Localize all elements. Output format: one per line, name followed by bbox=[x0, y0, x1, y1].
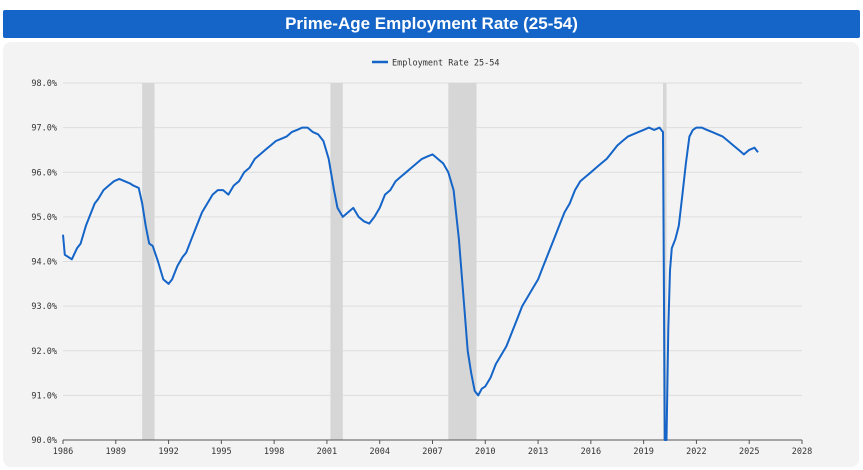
recession-band bbox=[330, 83, 343, 440]
recession-band bbox=[142, 83, 155, 440]
legend-label: Employment Rate 25-54 bbox=[392, 59, 499, 69]
x-tick-label: 2013 bbox=[528, 447, 548, 457]
axes: 90.0% 91.0% 92.0% 93.0% 94.0% 95.0% 96.0% 97.0%… bbox=[31, 79, 812, 457]
x-tick-label: 1998 bbox=[264, 447, 284, 457]
x-tick-label: 2022 bbox=[686, 447, 706, 457]
x-tick-label: 1995 bbox=[211, 447, 231, 457]
x-tick-label: 1992 bbox=[158, 447, 178, 457]
x-tick-label: 1989 bbox=[106, 447, 126, 457]
y-tick-label: 93.0% bbox=[31, 302, 57, 312]
x-tick-label: 2010 bbox=[475, 447, 495, 457]
y-tick-label: 96.0% bbox=[31, 168, 57, 178]
y-tick-label: 90.0% bbox=[31, 436, 57, 446]
y-tick-label: 94.0% bbox=[31, 258, 57, 268]
x-tick-label: 2004 bbox=[369, 447, 389, 457]
legend: Employment Rate 25-54 bbox=[372, 59, 499, 69]
y-tick-label: 97.0% bbox=[31, 124, 57, 134]
chart-title-bar: Prime-Age Employment Rate (25-54) bbox=[3, 10, 860, 38]
x-tick-label: 2025 bbox=[739, 447, 759, 457]
recession-band bbox=[662, 83, 667, 440]
grid-layer bbox=[63, 82, 802, 441]
y-tick-label: 98.0% bbox=[31, 79, 57, 89]
y-tick-label: 95.0% bbox=[31, 213, 57, 223]
y-tick-label: 92.0% bbox=[31, 347, 57, 357]
x-tick-label: 2001 bbox=[317, 447, 337, 457]
chart-title: Prime-Age Employment Rate (25-54) bbox=[285, 14, 578, 33]
y-tick-label: 91.0% bbox=[31, 391, 57, 401]
x-tick-label: 2028 bbox=[792, 447, 812, 457]
recession-band bbox=[448, 83, 477, 440]
series-layer bbox=[62, 126, 759, 441]
series-line-employment-rate bbox=[62, 126, 759, 441]
x-tick-label: 2019 bbox=[633, 447, 653, 457]
x-tick-label: 1986 bbox=[53, 447, 73, 457]
x-tick-label: 2016 bbox=[581, 447, 601, 457]
x-tick-label: 2007 bbox=[422, 447, 442, 457]
